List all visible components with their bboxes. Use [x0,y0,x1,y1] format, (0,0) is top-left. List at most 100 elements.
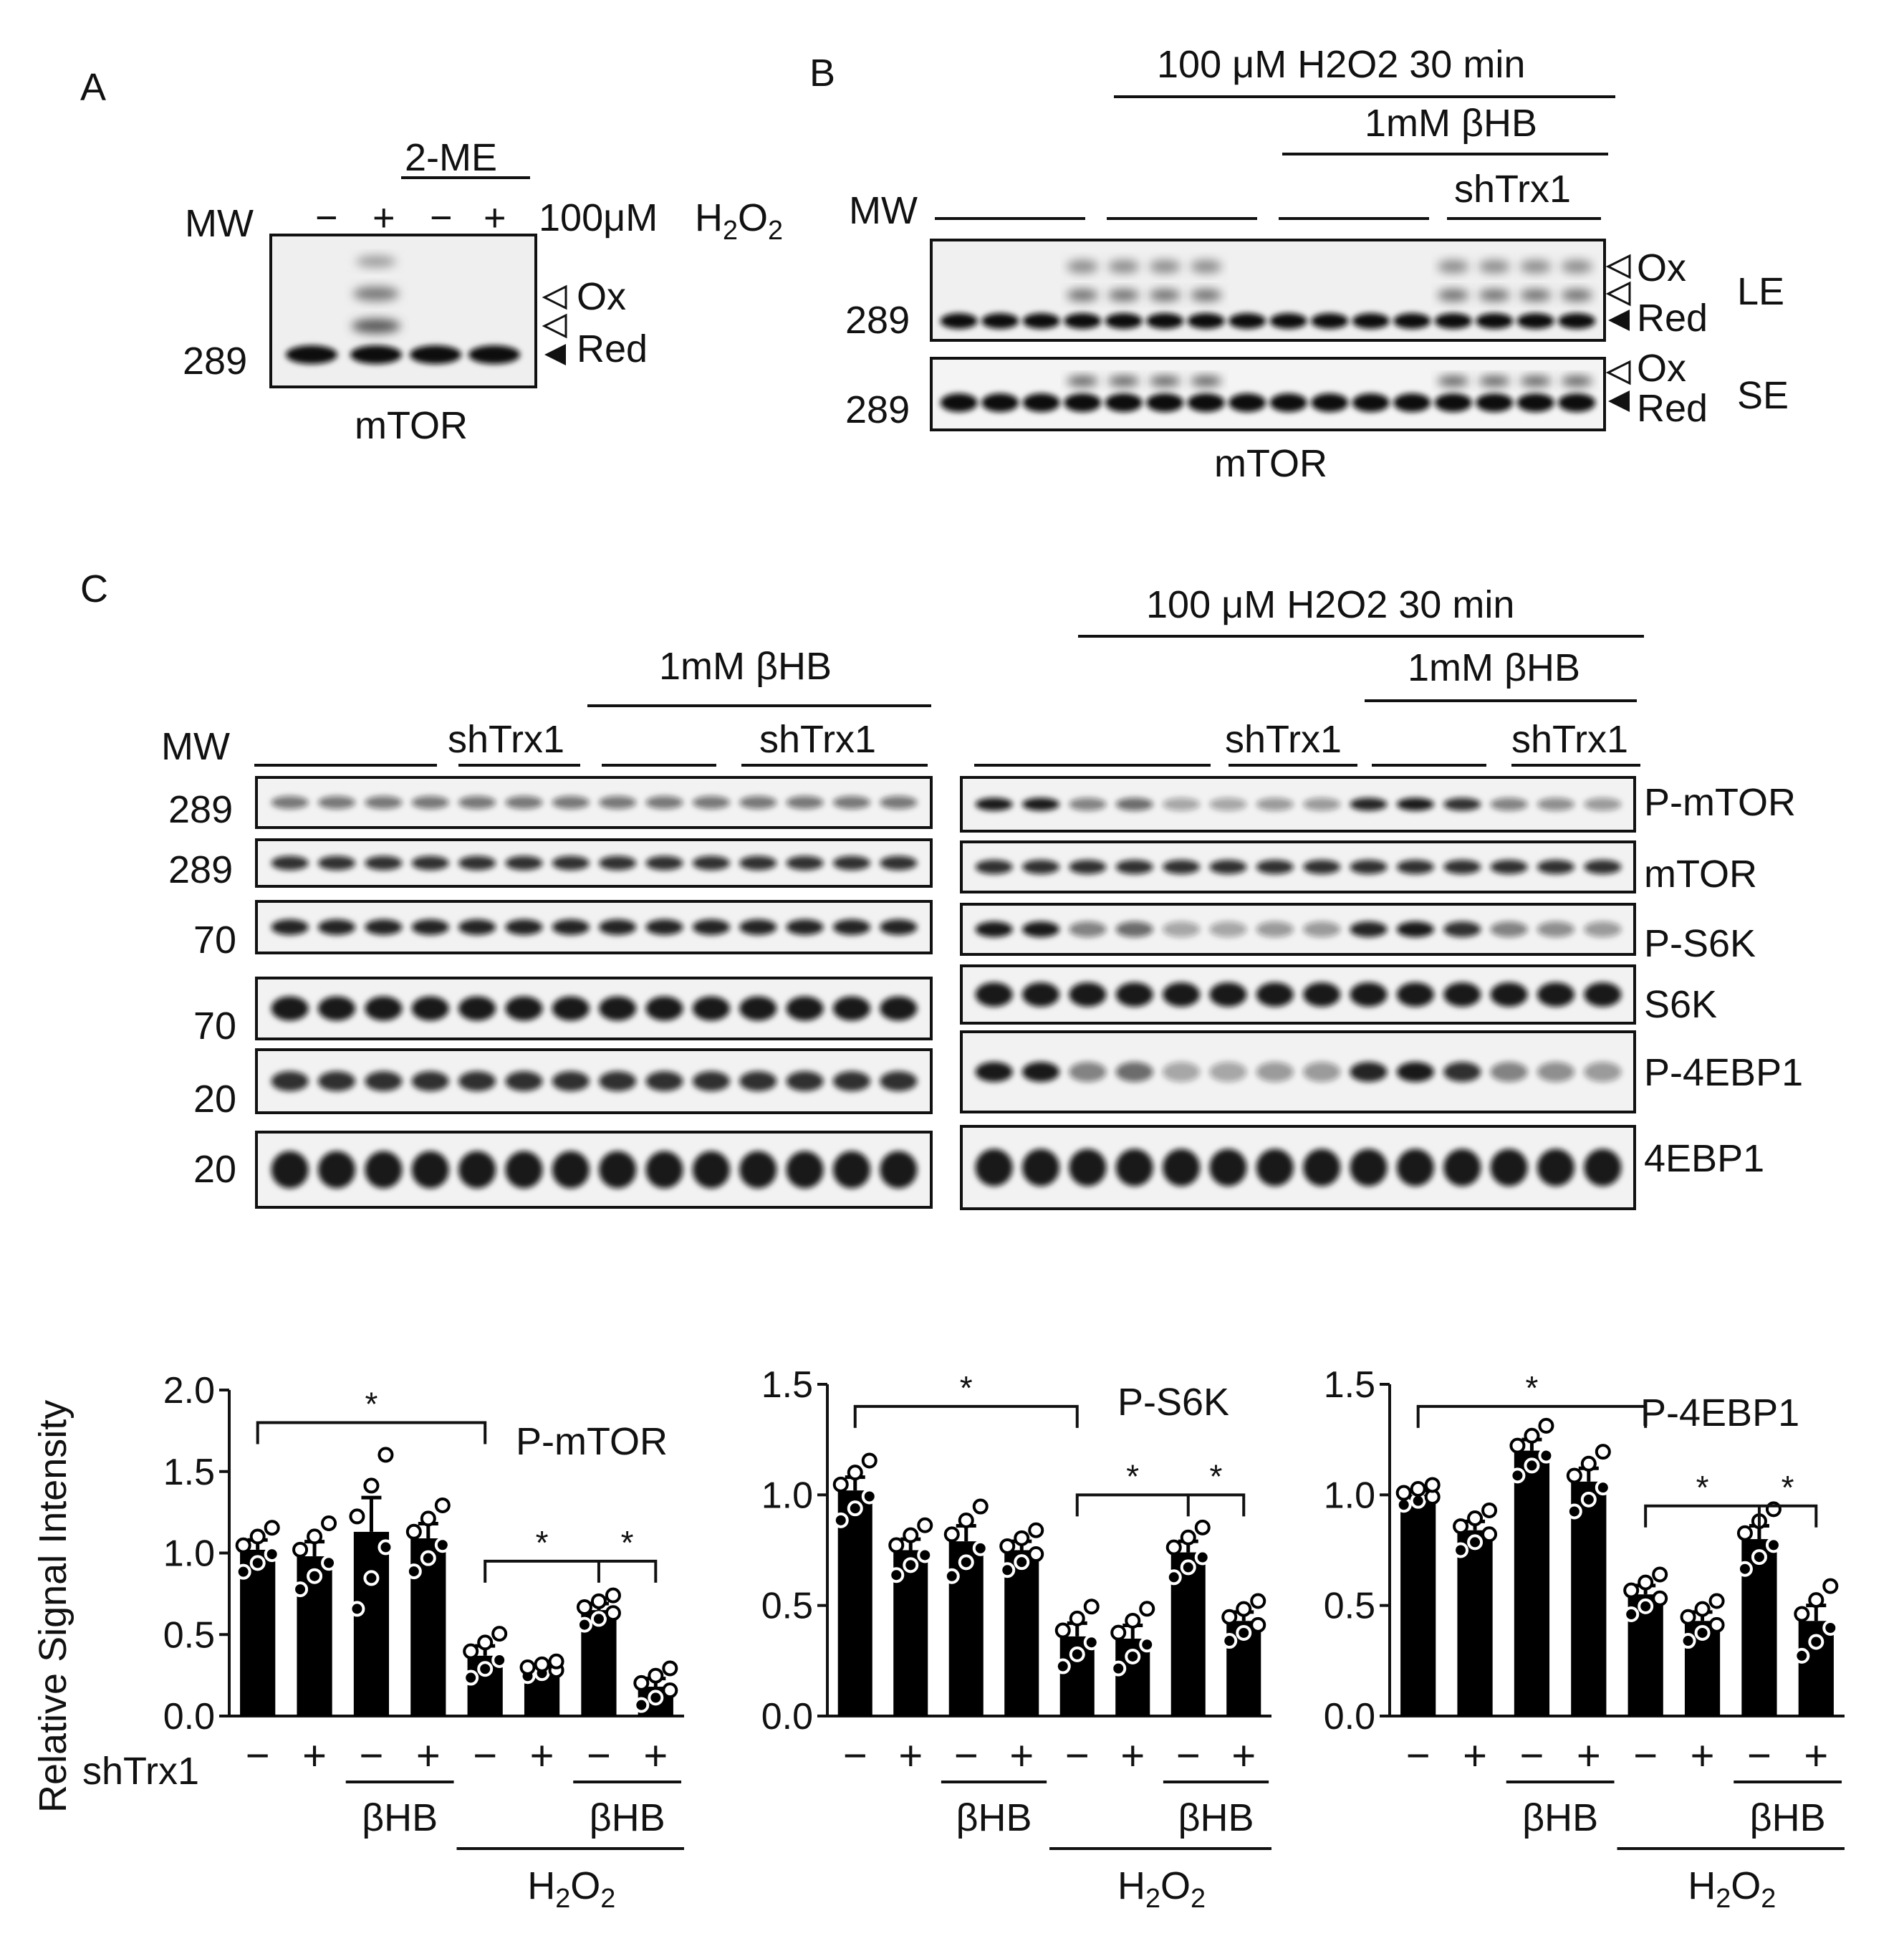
blot-band [1146,313,1184,329]
data-point [1236,1624,1252,1641]
data-point [264,1520,280,1536]
blot-band-ox [1437,260,1469,273]
panel-c-blot-label: P-4EBP1 [1644,1051,1803,1094]
panel-b-header-bhb: 1mM βHB [1365,102,1537,145]
blot-band [739,919,777,935]
blot-strip-right [960,1030,1636,1113]
blot-band [975,797,1013,811]
ox-arrow-open [542,284,567,310]
data-point [1250,1593,1266,1609]
data-point [1069,1610,1085,1626]
blot-band [505,796,543,809]
blot-band-ox [1067,376,1099,386]
data-point [1623,1606,1640,1623]
panel-a-lane-sign-1: − [315,196,338,239]
blot-band [318,996,356,1021]
blot-band [1396,921,1434,937]
panel-c-mw-value: 20 [193,1078,236,1121]
blot-band [1396,982,1434,1007]
blot-band [365,996,403,1021]
data-point [264,1546,280,1563]
data-point [1110,1624,1127,1641]
blot-band [1396,860,1434,874]
blot-band [1303,797,1341,811]
blot-band-ox [1149,260,1181,273]
data-point [576,1616,592,1633]
data-point [363,1477,380,1494]
blot-band [365,919,403,935]
data-point [1808,1592,1824,1609]
blot-band [1584,982,1622,1007]
blot-band [1269,313,1307,329]
blot-band [786,996,824,1021]
blot-band [1443,921,1481,937]
shtrx1-sign: − [1520,1733,1544,1779]
blot-band-ox [1190,260,1222,273]
blot-band [1146,393,1184,412]
blot-band [271,1071,309,1091]
data-point [1538,1417,1554,1434]
data-point [1623,1582,1640,1599]
panel-c-blots [255,776,1636,1210]
panel-c-mw-value: 70 [193,1005,236,1048]
data-point [1481,1502,1498,1518]
blot-band [1115,1062,1153,1082]
blot-band [1256,921,1294,937]
blot-band [1105,393,1143,412]
data-point [1139,1637,1155,1653]
blot-band [505,996,543,1021]
blot-band [1022,1149,1060,1187]
blot-band [1069,797,1107,811]
blot-band [1396,1062,1434,1082]
y-tick-label: 0.0 [163,1696,215,1738]
blot-band [786,919,824,935]
y-tick-label: 0.5 [761,1586,813,1627]
blot-band [468,345,520,364]
blot-band [1064,393,1102,412]
blot-band [1537,982,1574,1007]
significance-star: * [1525,1369,1538,1407]
shtrx1-sign: + [1691,1733,1715,1779]
shtrx1-sign: + [1463,1733,1487,1779]
panel-a-mw-value: 289 [183,340,247,383]
panel-c-blot-label: P-mTOR [1644,781,1796,824]
blot-band [1303,1062,1341,1082]
bar [837,1490,872,1716]
blot-band [832,796,870,809]
data-point [519,1659,536,1675]
panel-b-letter: B [809,52,835,95]
blot-band [599,856,637,871]
significance-star: * [1696,1469,1709,1506]
blot-band [1516,393,1554,412]
blot-band [1022,1062,1060,1082]
data-point [1139,1601,1155,1617]
data-point [1638,1598,1654,1614]
data-point [1708,1593,1725,1609]
blot-band-ox [1519,260,1552,273]
blot-strip-right [960,840,1636,893]
bar [1004,1550,1039,1716]
blot-band [880,796,918,809]
blot-band-ox [1479,260,1511,273]
panel-a-red-label: Red [577,327,648,370]
blot-band [1269,393,1307,412]
blot-band [1115,921,1153,937]
blot-band [1476,313,1514,329]
blot-band-ox [1519,289,1552,301]
shtrx1-sign: − [587,1733,611,1779]
blot-band [286,345,337,364]
panel-b-mw-le: 289 [845,299,910,342]
data-point [662,1682,678,1699]
blot-strip-right [960,776,1636,833]
blot-band [786,796,824,809]
panel-c-blot-label: 4EBP1 [1644,1137,1764,1180]
panel-a: A 2-ME MW − + − + 100μM 289 Ox Red mTOR … [80,66,783,447]
blot-band [1434,393,1472,412]
data-point [576,1599,592,1616]
blot-strip-left [255,1048,933,1114]
blot-band [505,919,543,935]
blot-band [832,1071,870,1091]
data-point [1467,1534,1484,1551]
data-point [888,1567,905,1583]
shtrx1-sign: + [302,1733,327,1779]
